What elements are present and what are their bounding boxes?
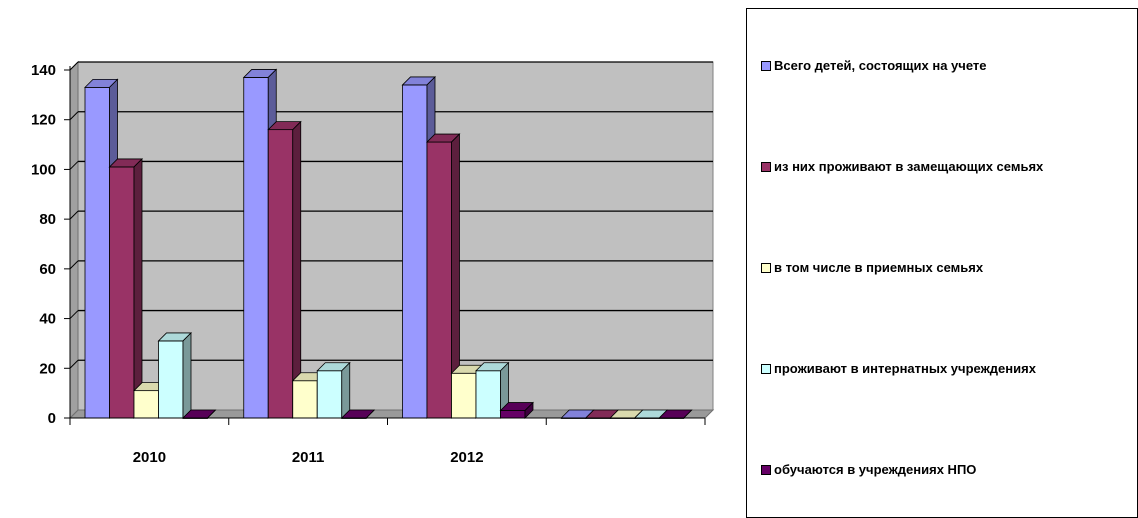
- legend-swatch: [761, 60, 771, 71]
- bar-front: [84, 87, 110, 419]
- legend-label: Всего детей, состоящих на учете: [774, 58, 987, 73]
- bar-side: [341, 361, 351, 419]
- y-tick-label: 140: [31, 62, 56, 79]
- legend-swatch: [761, 464, 771, 475]
- legend-entry: в том числе в приемных семьях: [761, 260, 983, 275]
- legend-swatch: [761, 161, 771, 172]
- gridline: [69, 310, 79, 319]
- bar-front: [451, 372, 477, 419]
- bar-front: [158, 340, 184, 419]
- x-tick-label: 2012: [450, 449, 483, 466]
- bar-front: [109, 166, 135, 419]
- gridline: [69, 161, 79, 170]
- bar: [499, 401, 534, 419]
- gridline: [69, 260, 79, 270]
- bar-chart: 0 20 40 60 80 100 120 140 2010 2011 2012: [31, 60, 715, 466]
- x-tick-label: 2011: [292, 449, 325, 466]
- legend: Всего детей, состоящих на учете из них п…: [746, 8, 1138, 518]
- bar: [426, 133, 461, 419]
- legend-swatch: [761, 262, 771, 273]
- bar: [108, 157, 143, 419]
- bar-side: [133, 157, 143, 419]
- bar-front: [316, 370, 343, 419]
- bar-front: [426, 141, 452, 419]
- bar-side: [365, 409, 375, 419]
- bar: [475, 361, 510, 419]
- gridline: [69, 359, 79, 369]
- y-tick-label: 0: [48, 410, 56, 427]
- y-tick-label: 120: [31, 112, 56, 129]
- bar-front: [292, 380, 318, 419]
- bars: [84, 68, 693, 419]
- x-axis-ticks: 2010 2011 2012: [69, 418, 706, 466]
- bar-front: [402, 84, 428, 419]
- x-tick-label: 2010: [133, 449, 166, 466]
- gridline: [69, 61, 79, 71]
- y-tick-label: 20: [39, 360, 56, 377]
- legend-label: из них проживают в замещающих семьях: [774, 159, 1044, 174]
- y-axis-ticks: 0 20 40 60 80 100 120 140: [31, 62, 70, 427]
- legend-entry: Всего детей, состоящих на учете: [761, 58, 986, 73]
- bar: [316, 361, 351, 419]
- legend-entry: обучаются в учреждениях НПО: [761, 462, 976, 477]
- legend-swatch: [761, 363, 771, 374]
- bar-side: [182, 331, 192, 419]
- bar-front: [133, 390, 159, 419]
- bar: [267, 120, 302, 419]
- bar-side: [683, 409, 693, 419]
- y-tick-label: 40: [39, 311, 56, 328]
- y-tick-label: 60: [39, 261, 56, 278]
- bar-front: [475, 370, 501, 419]
- legend-label: обучаются в учреждениях НПО: [774, 462, 977, 477]
- legend-entry: из них проживают в замещающих семьях: [761, 159, 1043, 174]
- bar-front: [500, 410, 526, 419]
- bar-front: [267, 129, 294, 419]
- bar-front: [243, 77, 269, 419]
- y-tick-label: 80: [39, 211, 56, 228]
- legend-label: в том числе в приемных семьях: [774, 260, 984, 275]
- gridline: [69, 111, 79, 121]
- bar-side: [524, 401, 534, 419]
- bar-side: [207, 409, 216, 419]
- bar: [157, 331, 192, 419]
- legend-label: проживают в интернатных учреждениях: [774, 361, 1036, 376]
- gridline: [69, 210, 79, 220]
- y-tick-label: 100: [31, 161, 56, 178]
- legend-entry: проживают в интернатных учреждениях: [761, 361, 1036, 376]
